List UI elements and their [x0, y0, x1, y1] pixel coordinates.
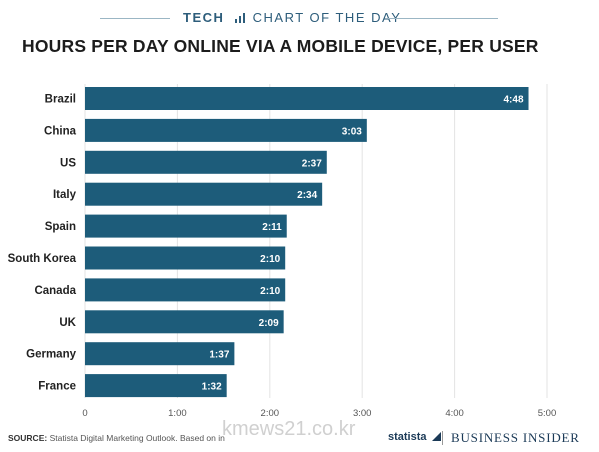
- bar: [85, 118, 367, 142]
- business-insider-logo: BUSINESS INSIDER: [451, 430, 580, 445]
- category-label: South Korea: [8, 253, 77, 265]
- bar-value-label: 2:11: [262, 222, 282, 233]
- bar-value-label: 1:37: [209, 350, 229, 361]
- bar-value-label: 2:37: [302, 158, 322, 169]
- statista-wordmark: statista: [388, 431, 427, 443]
- statista-mark-icon: [431, 432, 441, 441]
- bar-chart-icon: [234, 13, 245, 23]
- source-text: Statista Digital Marketing Outlook. Base…: [49, 433, 225, 443]
- kicker-rule-left: [100, 18, 170, 19]
- chart-bars: 4:48 3:03 2:37 2:34 2:11 2:10 2:10 2:09 1:37 1:32: [85, 87, 529, 398]
- bar-value-label: 1:32: [202, 382, 222, 393]
- bar: [85, 310, 284, 334]
- chart-category-labels: Brazil China US Italy Spain South Korea Canada…: [8, 94, 77, 393]
- x-tick-label: 1:00: [168, 408, 187, 419]
- source-label: SOURCE:: [8, 433, 48, 443]
- statista-logo: statista: [388, 431, 441, 443]
- chart-footer: SOURCE: Statista Digital Marketing Outlo…: [8, 430, 593, 448]
- source-note: SOURCE: Statista Digital Marketing Outlo…: [8, 433, 225, 443]
- chart-x-ticks: 0 1:00 2:00 3:00 4:00 5:00: [82, 408, 556, 419]
- category-label: US: [60, 157, 76, 169]
- chart-kicker: TECH CHART OF THE DAY: [0, 10, 599, 26]
- category-label: France: [38, 381, 76, 393]
- category-label: Canada: [34, 285, 76, 297]
- bar: [85, 214, 287, 238]
- kicker-tech: TECH: [183, 10, 225, 25]
- bar: [85, 150, 327, 174]
- bar-value-label: 4:48: [504, 95, 524, 106]
- category-label: China: [44, 125, 77, 137]
- x-tick-label: 3:00: [353, 408, 372, 419]
- category-label: Italy: [53, 189, 77, 201]
- bar-value-label: 2:09: [259, 318, 279, 329]
- x-tick-label: 0: [82, 408, 87, 419]
- chart-title: HOURS PER DAY ONLINE VIA A MOBILE DEVICE…: [22, 36, 539, 56]
- bar-value-label: 2:34: [297, 190, 317, 201]
- bar: [85, 182, 323, 206]
- kicker-label: TECH CHART OF THE DAY: [183, 10, 401, 25]
- bar: [85, 278, 286, 302]
- bar-value-label: 3:03: [342, 126, 362, 137]
- category-label: UK: [59, 317, 76, 329]
- kicker-rule-right: [388, 18, 498, 19]
- bar-value-label: 2:10: [260, 254, 280, 265]
- x-tick-label: 5:00: [538, 408, 557, 419]
- x-tick-label: 2:00: [261, 408, 280, 419]
- bar: [85, 246, 286, 270]
- watermark: kmews21.co.kr: [222, 418, 356, 440]
- bar: [85, 374, 227, 398]
- bar: [85, 87, 529, 110]
- footer-divider: [442, 431, 443, 445]
- category-label: Germany: [26, 349, 76, 361]
- kicker-chart-of-the-day: CHART OF THE DAY: [252, 10, 402, 25]
- bar-value-label: 2:10: [260, 286, 280, 297]
- bar: [85, 342, 235, 366]
- category-label: Spain: [45, 221, 76, 233]
- x-tick-label: 4:00: [445, 408, 464, 419]
- category-label: Brazil: [45, 94, 76, 106]
